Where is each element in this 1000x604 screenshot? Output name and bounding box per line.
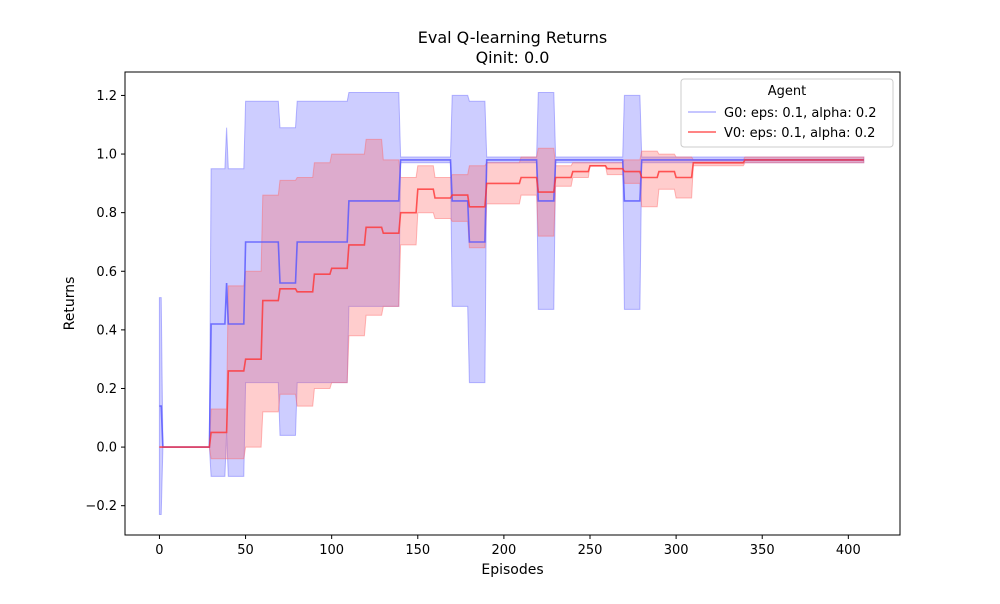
x-axis-ticks: 0 50 100 150 200 250 300 350 400 bbox=[155, 535, 861, 558]
x-axis-label: Episodes bbox=[481, 562, 543, 578]
confidence-bands bbox=[158, 92, 865, 515]
x-tick-label: 200 bbox=[491, 543, 516, 558]
line-v0 bbox=[159, 159, 864, 448]
legend-label-g0: G0: eps: 0.1, alpha: 0.2 bbox=[724, 106, 877, 121]
x-tick-label: 400 bbox=[836, 543, 861, 558]
x-tick-label: 150 bbox=[405, 543, 430, 558]
y-tick-label: 0.4 bbox=[96, 323, 117, 338]
legend-title: Agent bbox=[768, 84, 806, 99]
y-tick-label: −0.2 bbox=[85, 499, 117, 514]
x-tick-label: 350 bbox=[750, 543, 775, 558]
y-tick-label: 1.0 bbox=[96, 148, 117, 163]
x-tick-label: 0 bbox=[155, 543, 163, 558]
y-tick-label: 0.6 bbox=[96, 265, 117, 280]
x-tick-label: 100 bbox=[319, 543, 344, 558]
plot-frame bbox=[124, 71, 901, 536]
y-tick-label: 1.2 bbox=[96, 89, 117, 104]
x-tick-label: 300 bbox=[664, 543, 689, 558]
chart-subtitle: Qinit: 0.0 bbox=[476, 48, 550, 67]
legend-box bbox=[680, 78, 894, 148]
x-tick-label: 250 bbox=[578, 543, 603, 558]
y-axis-label: Returns bbox=[62, 277, 78, 331]
series-lines bbox=[159, 159, 864, 448]
legend-label-v0: V0: eps: 0.1, alpha: 0.2 bbox=[724, 126, 875, 141]
legend: Agent G0: eps: 0.1, alpha: 0.2 V0: eps: … bbox=[680, 78, 894, 148]
x-tick-label: 50 bbox=[237, 543, 254, 558]
y-axis-ticks: −0.2 0.0 0.2 0.4 0.6 0.8 1.0 1.2 bbox=[85, 89, 125, 514]
y-tick-label: 0.2 bbox=[96, 382, 117, 397]
line-g0 bbox=[159, 159, 864, 448]
y-tick-label: 0.0 bbox=[96, 441, 117, 456]
band-g0 bbox=[158, 92, 865, 515]
y-tick-label: 0.8 bbox=[96, 206, 117, 221]
chart-title: Eval Q-learning Returns bbox=[418, 28, 608, 47]
